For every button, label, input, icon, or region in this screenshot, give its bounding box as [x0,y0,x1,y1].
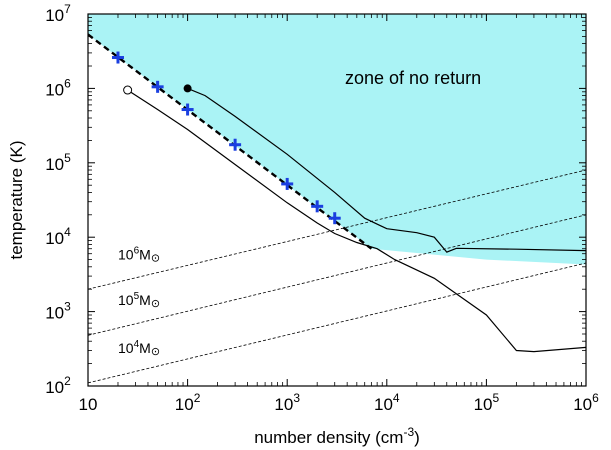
x-tick-label: 10 [79,395,98,414]
x-axis-label: number density (cm-3) [254,425,420,447]
mass-line-label: 104M⊙ [118,339,160,358]
y-axis-ticks: 102 103 104 105 106 107 [45,2,586,397]
start-markers [123,84,192,95]
cross-marker [181,103,194,116]
x-tick-label: 102 [175,391,201,414]
tracks [127,87,586,353]
plot-frame [87,13,587,387]
zone-of-no-return-region [88,14,586,265]
zone-label: zone of no return [345,68,481,88]
x-axis-label-main: number density (cm [254,428,403,447]
x-tick-label: 105 [474,391,500,414]
mass-line-label: 106M⊙ [118,245,160,264]
cross-marker [281,177,294,190]
mass-labels: 106M⊙ 105M⊙ 104M⊙ [118,245,160,358]
x-tick-label: 104 [374,391,400,414]
y-tick-label: 107 [45,2,71,25]
cross-marker [311,200,324,213]
x-axis-ticks: 10 102 103 104 105 106 [79,14,599,414]
y-tick-label: 103 [45,300,71,323]
x-tick-label: 103 [274,391,300,414]
mass-line [88,262,586,384]
x-tick-label: 106 [573,391,599,414]
x-axis-label-close: ) [414,428,420,447]
mass-line [88,214,586,336]
mass-lines [88,169,586,384]
track-start-open-marker [123,85,133,95]
plot-area [88,14,586,384]
y-tick-label: 106 [45,76,71,99]
mass-line [88,169,586,290]
cross-marker [151,80,164,93]
cross-marker [229,138,242,151]
y-tick-label: 102 [45,374,71,397]
mass-line-label: 105M⊙ [118,291,160,310]
crosses [111,51,341,225]
y-axis-label: temperature (K) [7,140,26,259]
track-start-filled-marker [183,84,192,93]
y-tick-label: 104 [45,225,71,248]
track-line [127,89,586,353]
track-line [187,87,586,253]
cross-marker [111,51,124,64]
y-tick-label: 105 [45,151,71,174]
x-axis-label-sup: -3 [403,425,414,439]
cross-marker [328,212,341,225]
